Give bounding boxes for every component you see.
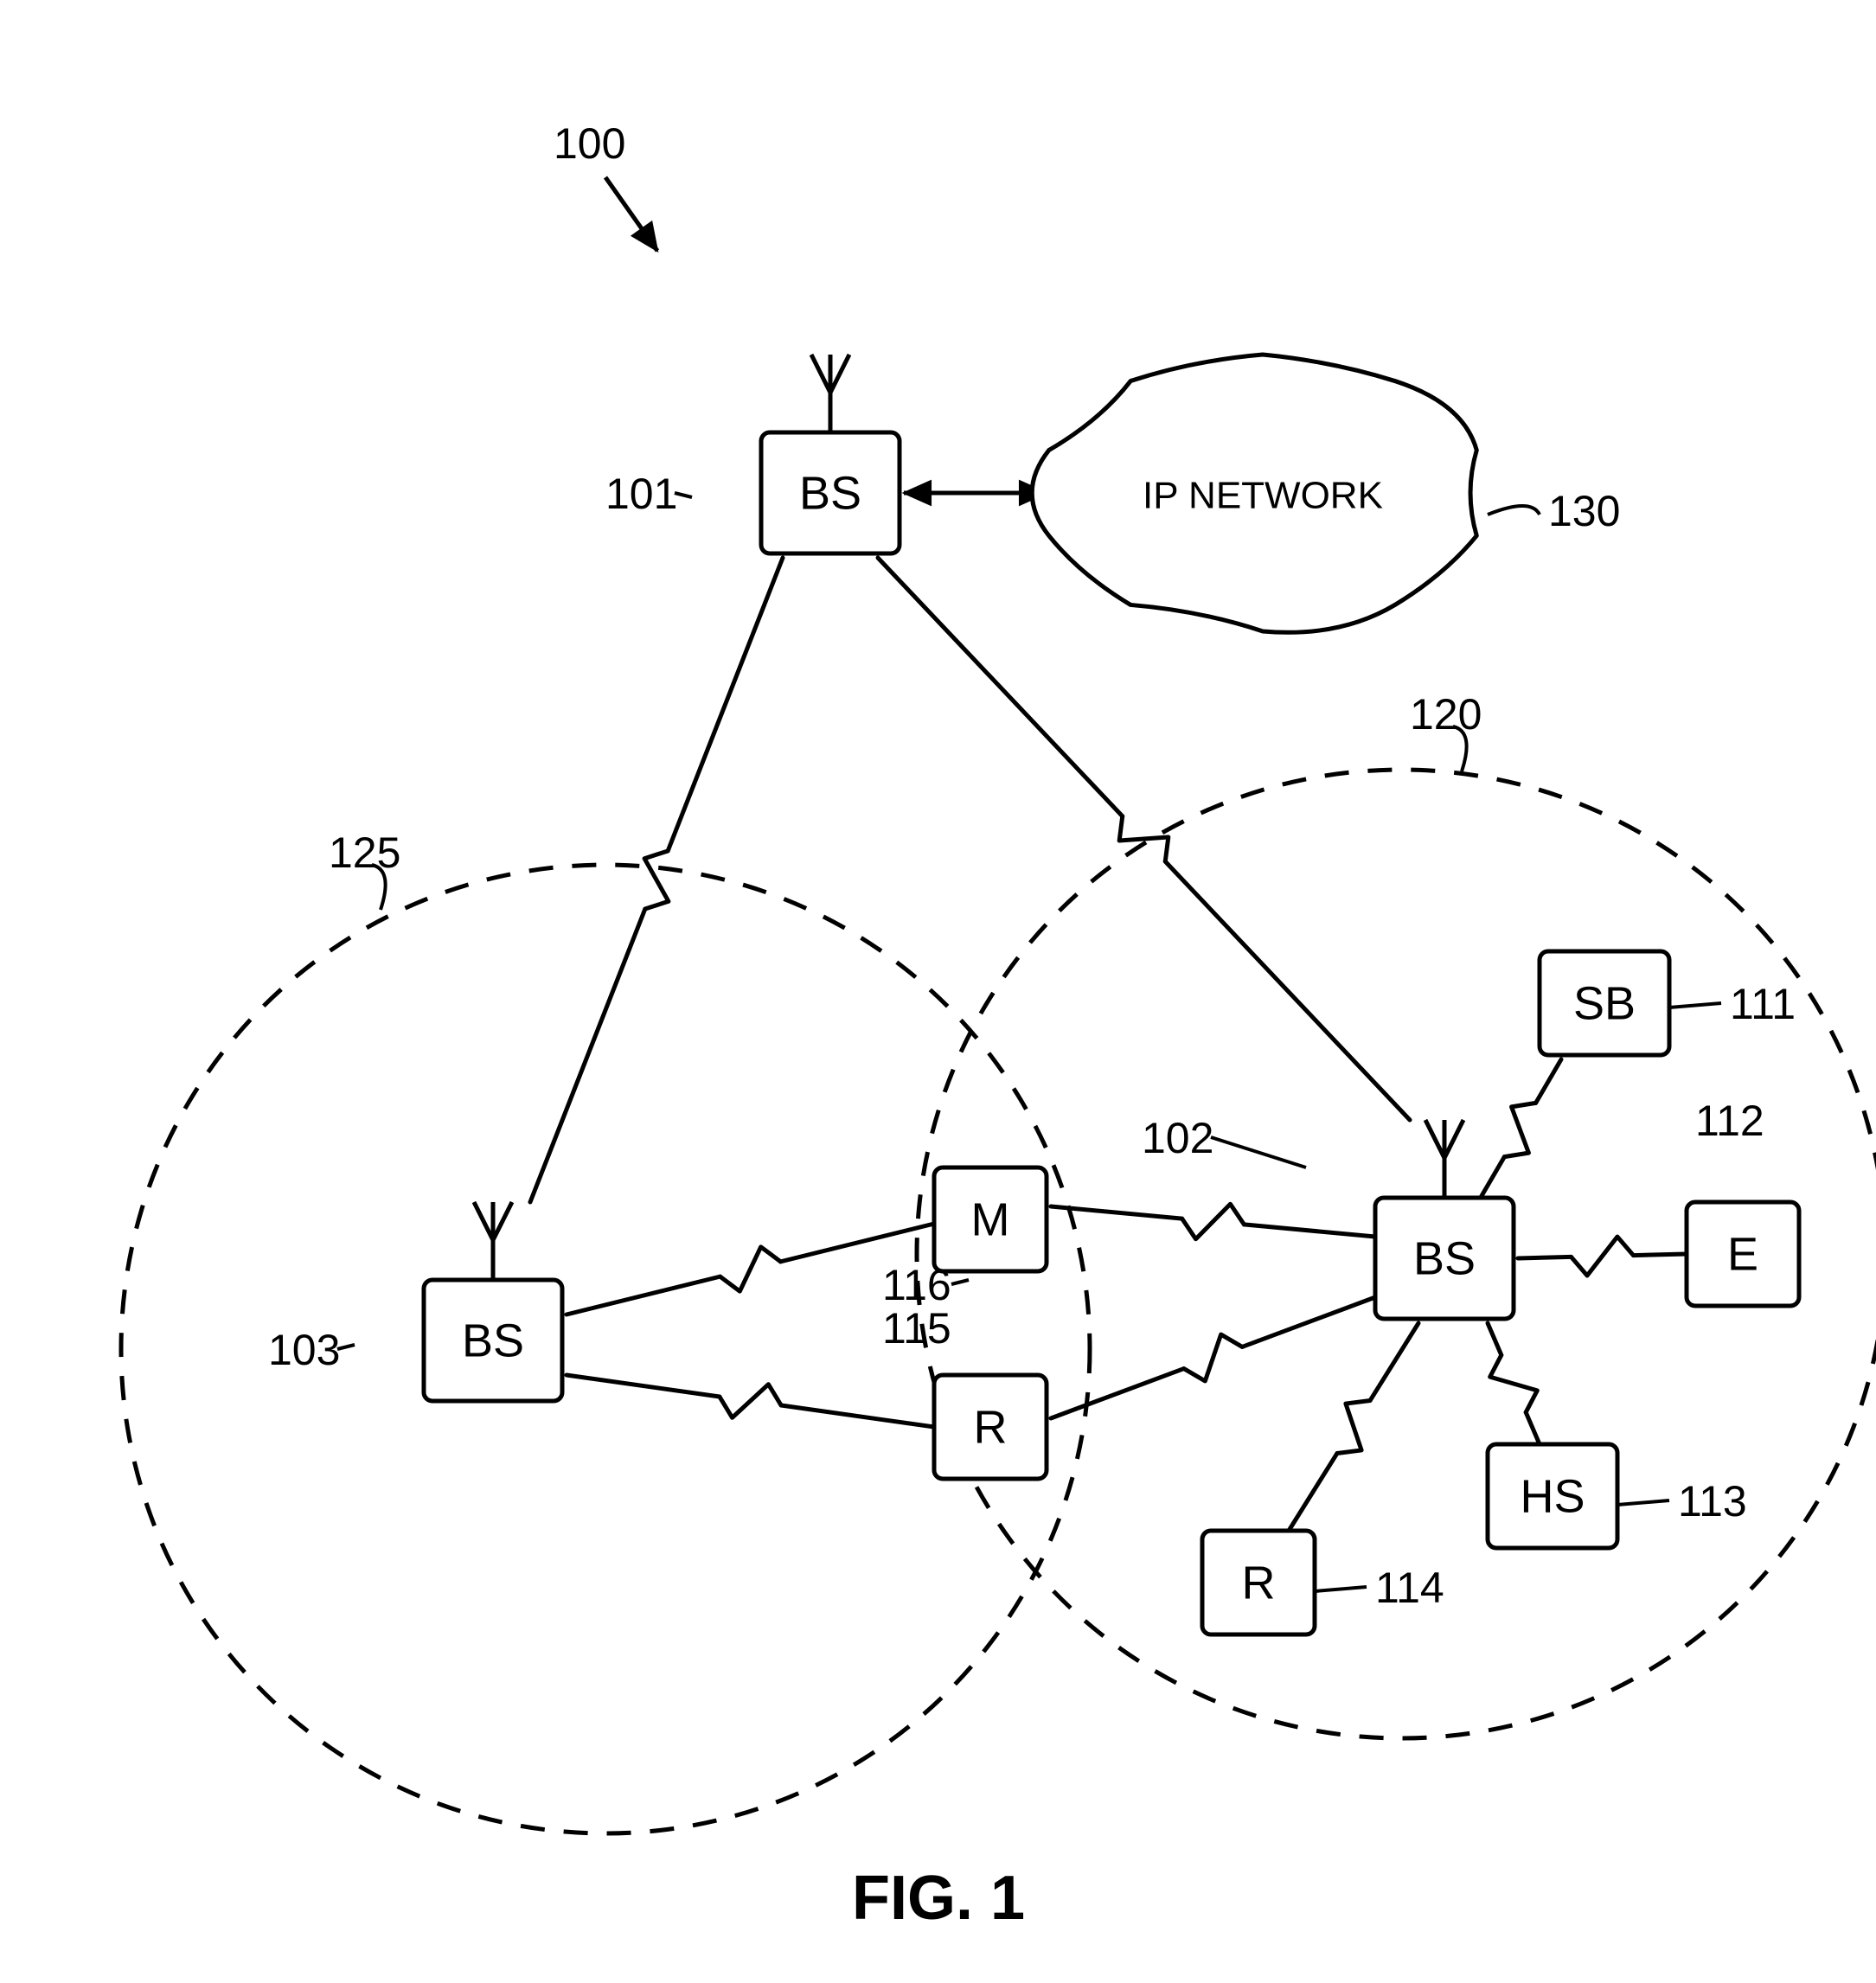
wireless-link (1051, 1297, 1375, 1418)
node-label-bs102: BS (1413, 1232, 1476, 1284)
wireless-link (1518, 1237, 1687, 1276)
ref-101: 101 (605, 470, 677, 518)
figure-1-diagram: IP NETWORK 130 BS 101 BS 102 BS 103 SB 111 E 112 HS 1… (0, 0, 1876, 1983)
node-label-m116: M (971, 1193, 1010, 1245)
ref-100: 100 (554, 119, 625, 168)
wireless-link (1488, 1323, 1540, 1444)
ref-103: 103 (268, 1326, 340, 1374)
wireless-link (530, 558, 783, 1202)
diagram-svg: IP NETWORK 130 BS 101 BS 102 BS 103 SB 111 E 112 HS 1… (0, 0, 1876, 1983)
ref-114: 114 (1375, 1564, 1444, 1612)
system-ref-arrow (605, 177, 657, 251)
ipnet-label: IP NETWORK (1143, 475, 1383, 517)
wireless-link (1289, 1323, 1418, 1531)
node-sb111: SB (1540, 951, 1669, 1055)
figure-caption: FIG. 1 (852, 1864, 1025, 1933)
node-label-r114: R (1242, 1557, 1276, 1609)
wireless-link (1479, 1059, 1561, 1200)
wireless-link (567, 1375, 934, 1427)
ref-102: 102 (1142, 1114, 1213, 1162)
node-label-bs101: BS (799, 467, 861, 519)
ref-130: 130 (1548, 487, 1620, 535)
wireless-link (567, 1224, 934, 1315)
ref-115: 115 (882, 1304, 951, 1353)
node-label-sb111: SB (1573, 977, 1636, 1029)
ref-125: 125 (329, 828, 400, 877)
ref-112: 112 (1695, 1097, 1764, 1145)
node-bs101: BS (761, 355, 900, 553)
wireless-link (878, 558, 1410, 1120)
node-m116: M (934, 1167, 1047, 1271)
node-r114: R (1202, 1531, 1315, 1634)
ref-120: 120 (1410, 690, 1482, 739)
node-label-r115: R (974, 1401, 1008, 1453)
node-e112: E (1687, 1202, 1799, 1306)
ref-116: 116 (882, 1261, 951, 1309)
node-bs103: BS (424, 1202, 562, 1401)
node-label-hs113: HS (1520, 1470, 1585, 1522)
node-label-bs103: BS (462, 1315, 524, 1366)
node-r115: R (934, 1375, 1047, 1479)
node-label-e112: E (1727, 1228, 1758, 1280)
ref-111: 111 (1730, 980, 1796, 1028)
double-arrow (904, 481, 1047, 505)
node-hs113: HS (1488, 1444, 1617, 1548)
ref-113: 113 (1678, 1477, 1747, 1526)
wireless-link (1051, 1204, 1375, 1238)
node-bs102: BS (1375, 1120, 1514, 1319)
